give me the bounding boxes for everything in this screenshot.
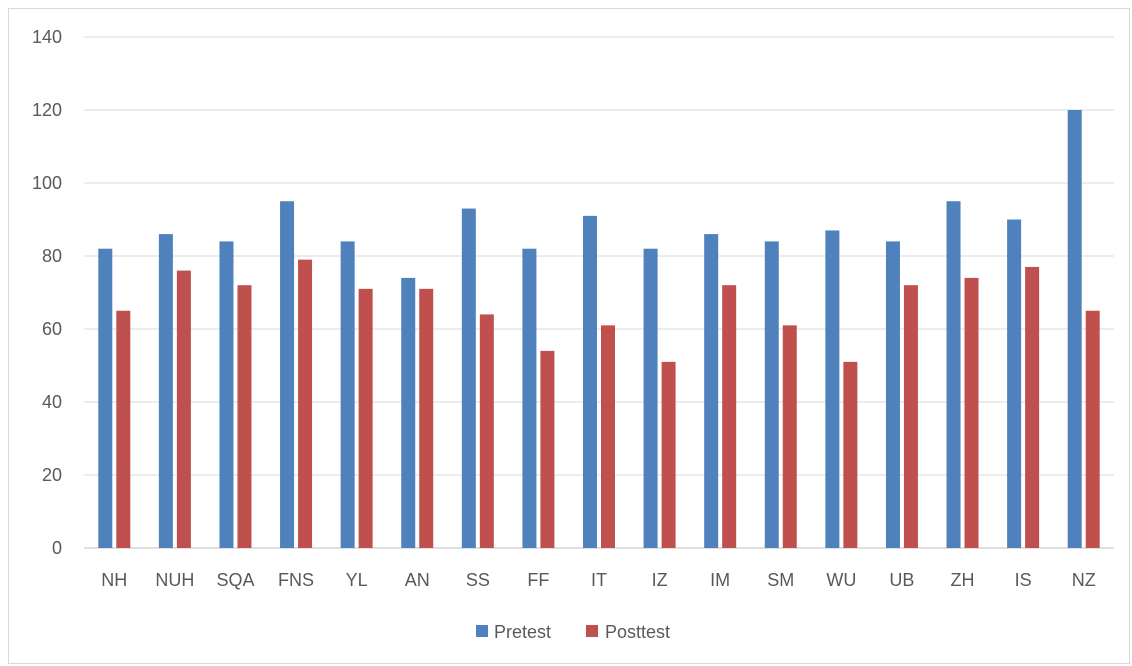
bar-posttest-nh [116,310,131,548]
x-tick-label: FF [527,570,549,590]
bar-pretest-it [583,215,597,548]
bar-pretest-iz [643,248,658,548]
legend-swatch-pretest [476,625,488,637]
bar-posttest-im [722,285,737,548]
y-tick-label: 100 [32,173,62,193]
x-tick-label: IM [710,570,730,590]
bar-pretest-ff [522,248,537,548]
y-tick-label: 0 [52,538,62,558]
y-tick-label: 60 [42,319,62,339]
bar-pretest-sm [764,241,779,548]
bar-posttest-fns [298,259,313,548]
x-tick-label: IS [1015,570,1032,590]
x-tick-label: SM [767,570,794,590]
x-tick-label: UB [889,570,914,590]
bar-pretest-im [704,234,719,548]
bar-posttest-ff [540,350,555,548]
y-tick-label: 120 [32,100,62,120]
x-tick-label: WU [826,570,856,590]
bar-pretest-wu [825,230,840,548]
bar-posttest-zh [964,277,979,548]
legend: Pretest Posttest [476,622,670,642]
bar-posttest-yl [358,288,373,548]
bar-pretest-ub [885,241,900,548]
x-tick-label: NH [101,570,127,590]
bar-posttest-wu [843,361,858,548]
legend-label-pretest: Pretest [494,622,551,642]
bar-pretest-zh [946,201,961,548]
x-tick-label: FNS [278,570,314,590]
bar-posttest-iz [661,361,676,548]
bar-pretest-an [401,277,416,548]
bar-posttest-nz [1085,310,1100,548]
x-tick-label: IZ [652,570,668,590]
y-tick-label: 40 [42,392,62,412]
chart-frame [8,8,1130,664]
bar-pretest-sqa [219,241,234,548]
legend-swatch-posttest [586,625,598,637]
bar-pretest-nz [1067,110,1082,548]
x-tick-label: ZH [951,570,975,590]
bar-posttest-an [419,288,434,548]
bar-posttest-is [1025,266,1040,548]
legend-label-posttest: Posttest [605,622,670,642]
bar-posttest-it [601,325,615,548]
x-tick-label: NUH [155,570,194,590]
bar-pretest-is [1007,219,1022,548]
bar-posttest-ss [479,314,494,548]
x-tick-label: NZ [1072,570,1096,590]
bar-pretest-nuh [158,234,173,548]
bar-posttest-sqa [237,285,252,548]
y-axis-ticks: 0 20 40 60 80 100 120 140 [32,27,62,558]
x-tick-label: AN [405,570,430,590]
x-tick-label: SS [466,570,490,590]
bar-posttest-sm [782,325,797,548]
bar-pretest-nh [98,248,113,548]
y-tick-label: 80 [42,246,62,266]
y-tick-label: 140 [32,27,62,47]
x-tick-label: IT [591,570,607,590]
bar-pretest-ss [461,208,476,549]
gridlines [84,36,1114,549]
bar-posttest-nuh [176,270,191,548]
bar-pretest-fns [280,201,295,548]
x-tick-label: YL [346,570,368,590]
bars [98,110,1100,549]
y-tick-label: 20 [42,465,62,485]
x-axis-ticks: NH NUH SQA FNS YL AN SS FF IT IZ IM SM WU UB ZH IS NZ [101,570,1095,590]
bar-pretest-yl [340,241,355,548]
bar-posttest-ub [903,285,918,548]
x-tick-label: SQA [216,570,254,590]
